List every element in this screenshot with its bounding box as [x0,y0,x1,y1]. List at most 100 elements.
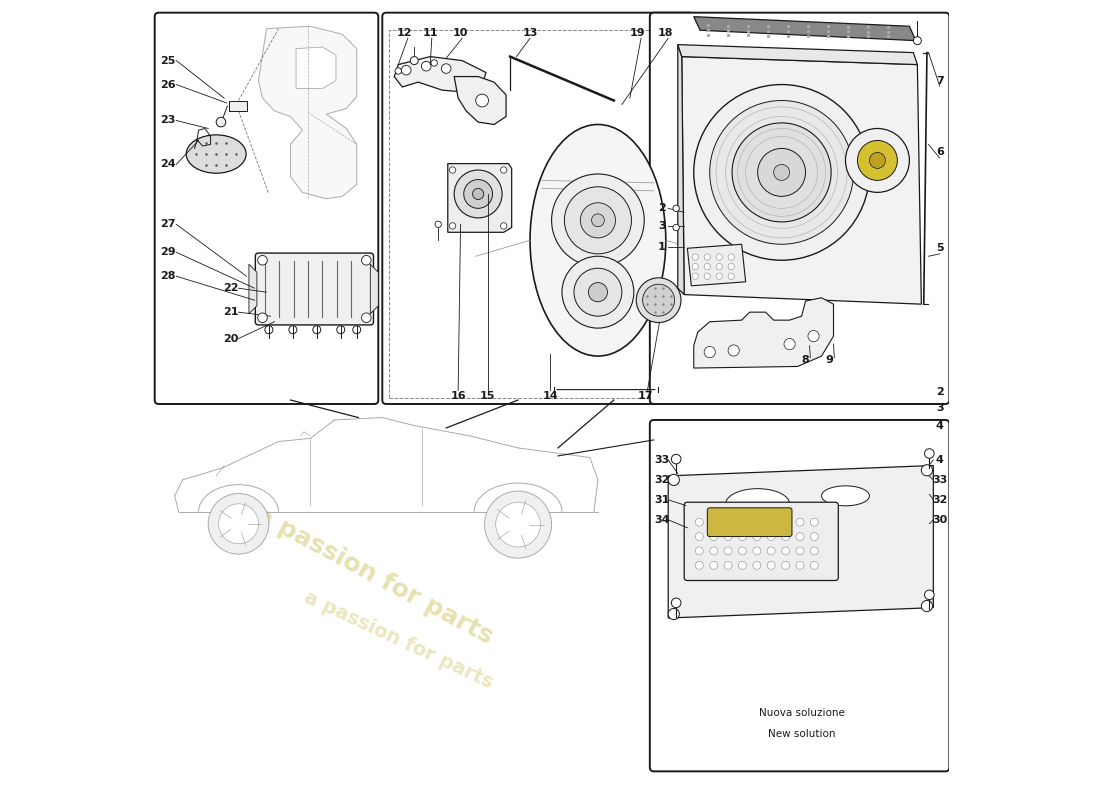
Circle shape [421,62,431,71]
Circle shape [724,518,733,526]
Circle shape [704,346,715,358]
Polygon shape [371,264,378,314]
Circle shape [289,326,297,334]
Ellipse shape [186,135,246,173]
Bar [388,30,680,398]
Text: 8: 8 [802,355,810,365]
Polygon shape [448,164,512,232]
Text: 15: 15 [480,391,495,401]
Circle shape [592,214,604,226]
Text: 1: 1 [658,242,666,252]
Text: 19: 19 [630,28,646,38]
Circle shape [402,66,411,75]
Circle shape [642,284,674,316]
Circle shape [668,609,680,620]
Text: 23: 23 [161,115,176,126]
Circle shape [257,255,267,265]
Circle shape [922,465,933,476]
Text: a passion for parts: a passion for parts [251,502,497,649]
Circle shape [716,273,723,279]
Text: 22: 22 [223,283,239,293]
Polygon shape [694,298,834,368]
Circle shape [767,562,775,570]
Polygon shape [258,26,356,198]
Circle shape [728,254,735,260]
Circle shape [694,85,869,260]
Text: 6: 6 [936,147,944,158]
FancyBboxPatch shape [650,420,949,771]
Text: 18: 18 [658,28,673,38]
Polygon shape [678,45,684,294]
Circle shape [796,533,804,541]
Circle shape [692,273,698,279]
Circle shape [362,313,371,322]
Circle shape [811,547,818,555]
Circle shape [564,186,631,254]
Circle shape [636,278,681,322]
Text: 34: 34 [654,514,670,525]
Circle shape [464,179,493,208]
Circle shape [784,338,795,350]
Circle shape [811,562,818,570]
Circle shape [767,547,775,555]
Circle shape [858,141,898,180]
Circle shape [353,326,361,334]
Text: 26: 26 [161,79,176,90]
Text: 32: 32 [932,495,947,505]
Text: 30: 30 [932,514,947,525]
Circle shape [811,533,818,541]
Circle shape [562,256,634,328]
Circle shape [695,518,703,526]
Circle shape [673,224,680,230]
Text: 3: 3 [936,403,944,413]
Circle shape [716,263,723,270]
Circle shape [450,167,455,173]
Text: 31: 31 [654,495,670,505]
Text: 9: 9 [826,355,834,365]
Text: 29: 29 [161,247,176,258]
Circle shape [924,590,934,600]
Polygon shape [454,77,506,125]
Circle shape [738,533,747,541]
Circle shape [668,474,680,486]
Circle shape [704,254,711,260]
Circle shape [782,533,790,541]
Circle shape [710,518,717,526]
Text: 5: 5 [936,243,944,254]
Text: 13: 13 [522,28,538,38]
Circle shape [728,273,735,279]
Circle shape [733,123,832,222]
Ellipse shape [726,489,790,519]
Circle shape [710,533,717,541]
Circle shape [869,153,886,169]
Circle shape [752,533,761,541]
Text: 17: 17 [638,391,653,401]
Circle shape [692,263,698,270]
Circle shape [431,60,438,66]
Circle shape [808,330,820,342]
Circle shape [671,598,681,608]
Text: 24: 24 [161,159,176,170]
Circle shape [496,502,540,547]
Circle shape [796,518,804,526]
Circle shape [846,129,910,192]
Text: 2: 2 [936,387,944,397]
Text: 27: 27 [161,219,176,230]
Circle shape [692,254,698,260]
Text: 20: 20 [223,334,239,343]
Ellipse shape [530,125,666,356]
Circle shape [265,326,273,334]
Text: New solution: New solution [768,729,835,739]
FancyBboxPatch shape [383,13,694,404]
Text: 33: 33 [932,475,947,485]
Polygon shape [688,244,746,286]
Circle shape [738,518,747,526]
Circle shape [796,562,804,570]
Text: 33: 33 [654,455,670,465]
FancyBboxPatch shape [155,13,378,404]
Polygon shape [296,47,336,89]
Circle shape [673,205,680,211]
Circle shape [710,547,717,555]
Text: 16: 16 [450,391,466,401]
Text: 4: 4 [936,421,944,430]
